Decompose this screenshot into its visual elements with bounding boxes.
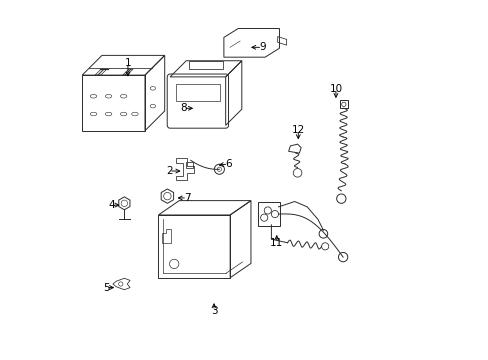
Text: 8: 8	[180, 103, 186, 113]
Text: 10: 10	[329, 84, 342, 94]
Text: 2: 2	[165, 166, 172, 176]
Text: 4: 4	[108, 200, 115, 210]
Text: 7: 7	[183, 193, 190, 203]
Text: 5: 5	[103, 283, 109, 293]
Text: 1: 1	[124, 58, 131, 68]
Text: 9: 9	[259, 42, 265, 52]
Text: 6: 6	[224, 159, 231, 169]
Text: 3: 3	[210, 306, 217, 316]
Text: 11: 11	[269, 238, 283, 248]
Text: 12: 12	[291, 125, 305, 135]
